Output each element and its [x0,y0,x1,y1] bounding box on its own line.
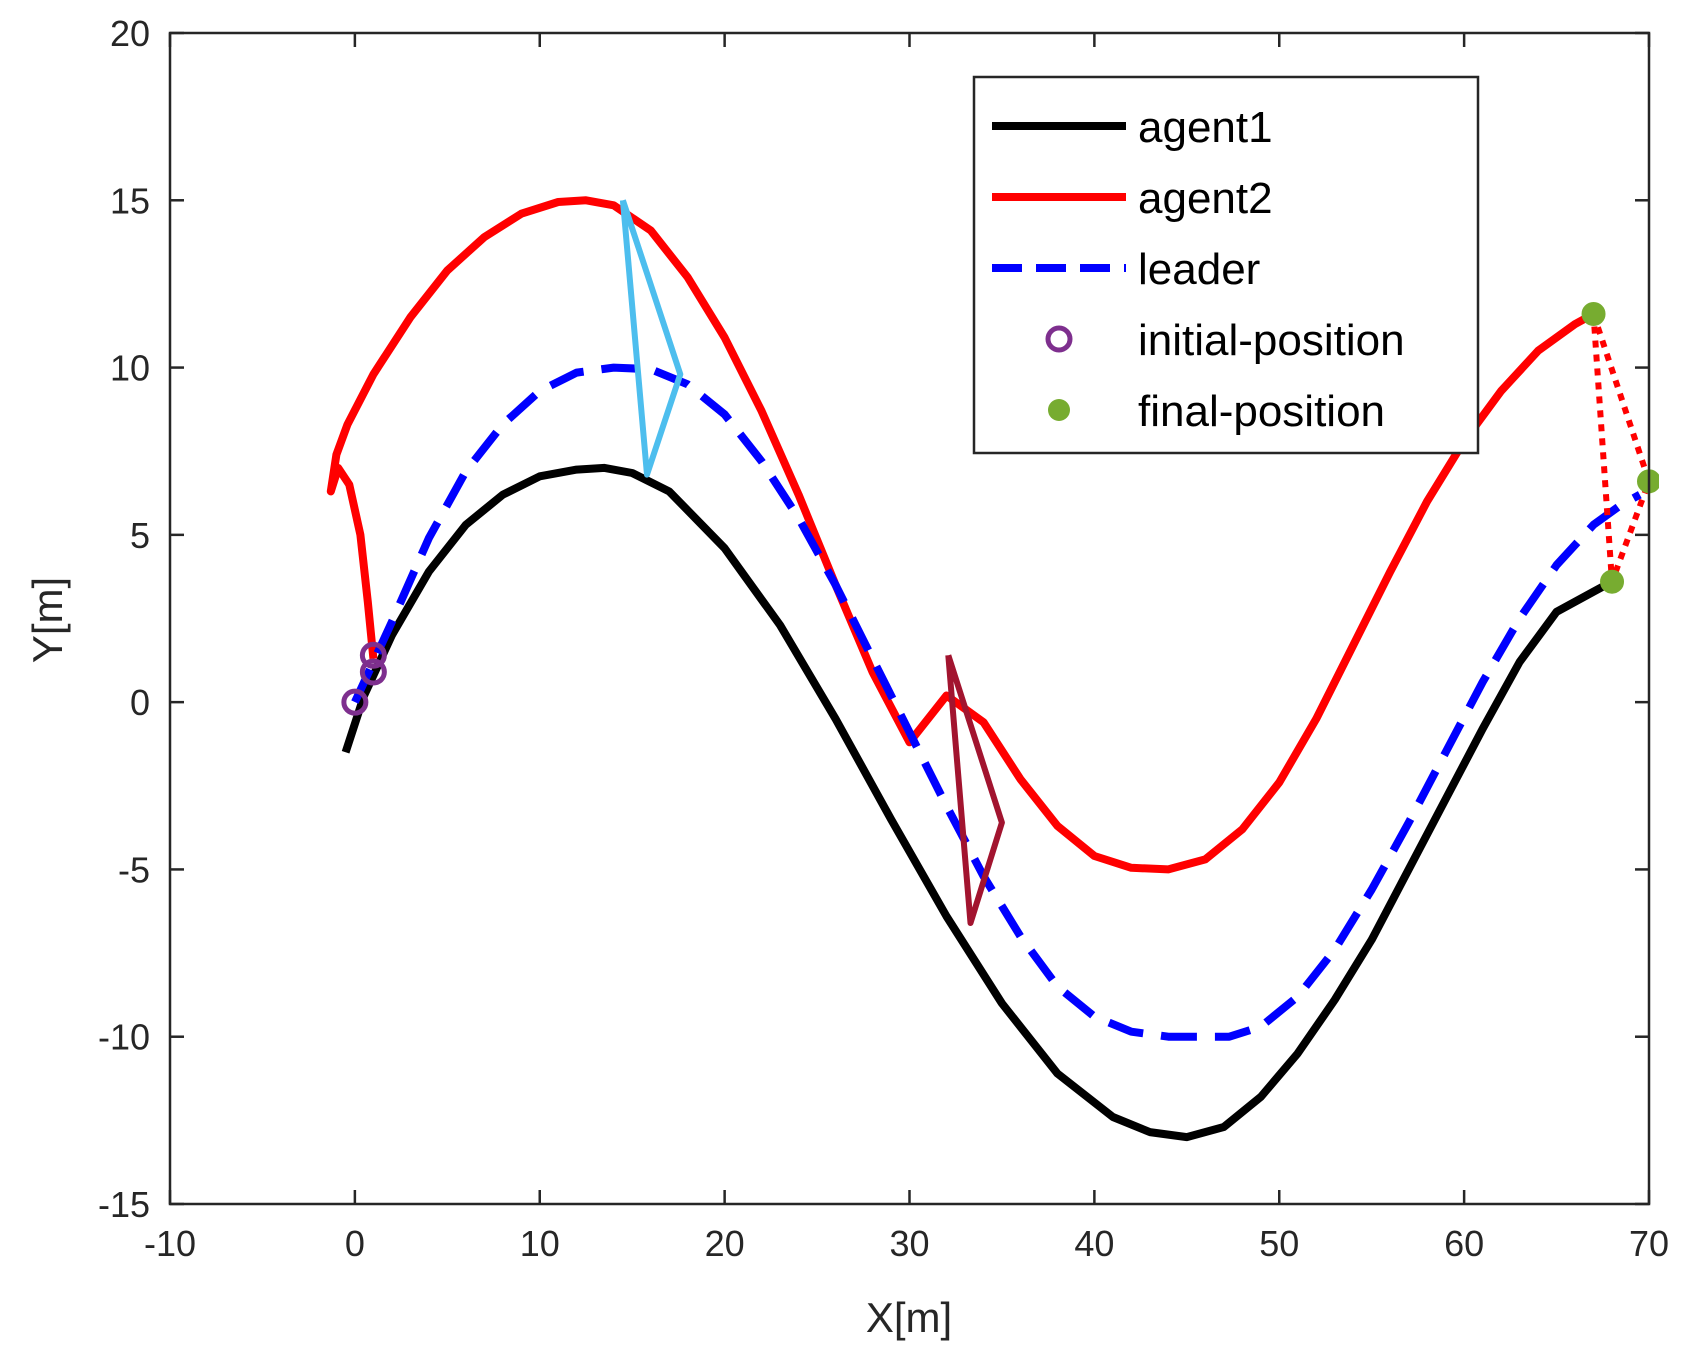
initial-position-marker-2 [359,658,387,686]
y-tick-label: 10 [110,348,150,389]
x-tick-label: 20 [705,1223,745,1264]
x-tick-label: 70 [1629,1223,1669,1264]
y-axis-label: Y[m] [24,577,71,663]
legend-label-agent1: agent1 [1138,103,1273,152]
legend-swatch-final-position [1048,399,1070,421]
y-tick-label: -15 [98,1184,150,1225]
initial-position-marker-1 [341,688,369,716]
x-tick-label: 10 [520,1223,560,1264]
y-tick-label: 20 [110,13,150,54]
legend-label-agent2: agent2 [1138,174,1273,223]
y-tick-label: -5 [118,849,150,890]
formation-final [1590,313,1652,585]
x-tick-label: 60 [1444,1223,1484,1264]
legend: agent1 agent2 leader initial-position final-… [972,75,1480,455]
formation-t2 [945,654,1005,926]
x-tick-label: 40 [1074,1223,1114,1264]
series-agent1 [341,463,1614,1142]
legend-label-initial-position: initial-position [1138,316,1405,365]
formation-t1 [619,199,684,478]
x-axis-label: X[m] [866,1294,952,1341]
y-tick-label: -10 [98,1017,150,1058]
initial-position-marker-3 [359,641,387,669]
legend-swatch-initial-position [1045,325,1073,353]
legend-label-final-position: final-position [1138,387,1385,436]
x-tick-label: -10 [144,1223,196,1264]
legend-label-leader: leader [1138,245,1260,294]
y-tick-label: 15 [110,180,150,221]
x-tick-label: 0 [345,1223,365,1264]
y-tick-label: 0 [130,682,150,723]
x-tick-label: 50 [1259,1223,1299,1264]
final-position-marker-1 [1581,302,1606,327]
y-tick-label: 5 [130,515,150,556]
x-tick-label: 30 [889,1223,929,1264]
series-leader [351,363,1642,1041]
final-position-marker-3 [1600,569,1625,594]
